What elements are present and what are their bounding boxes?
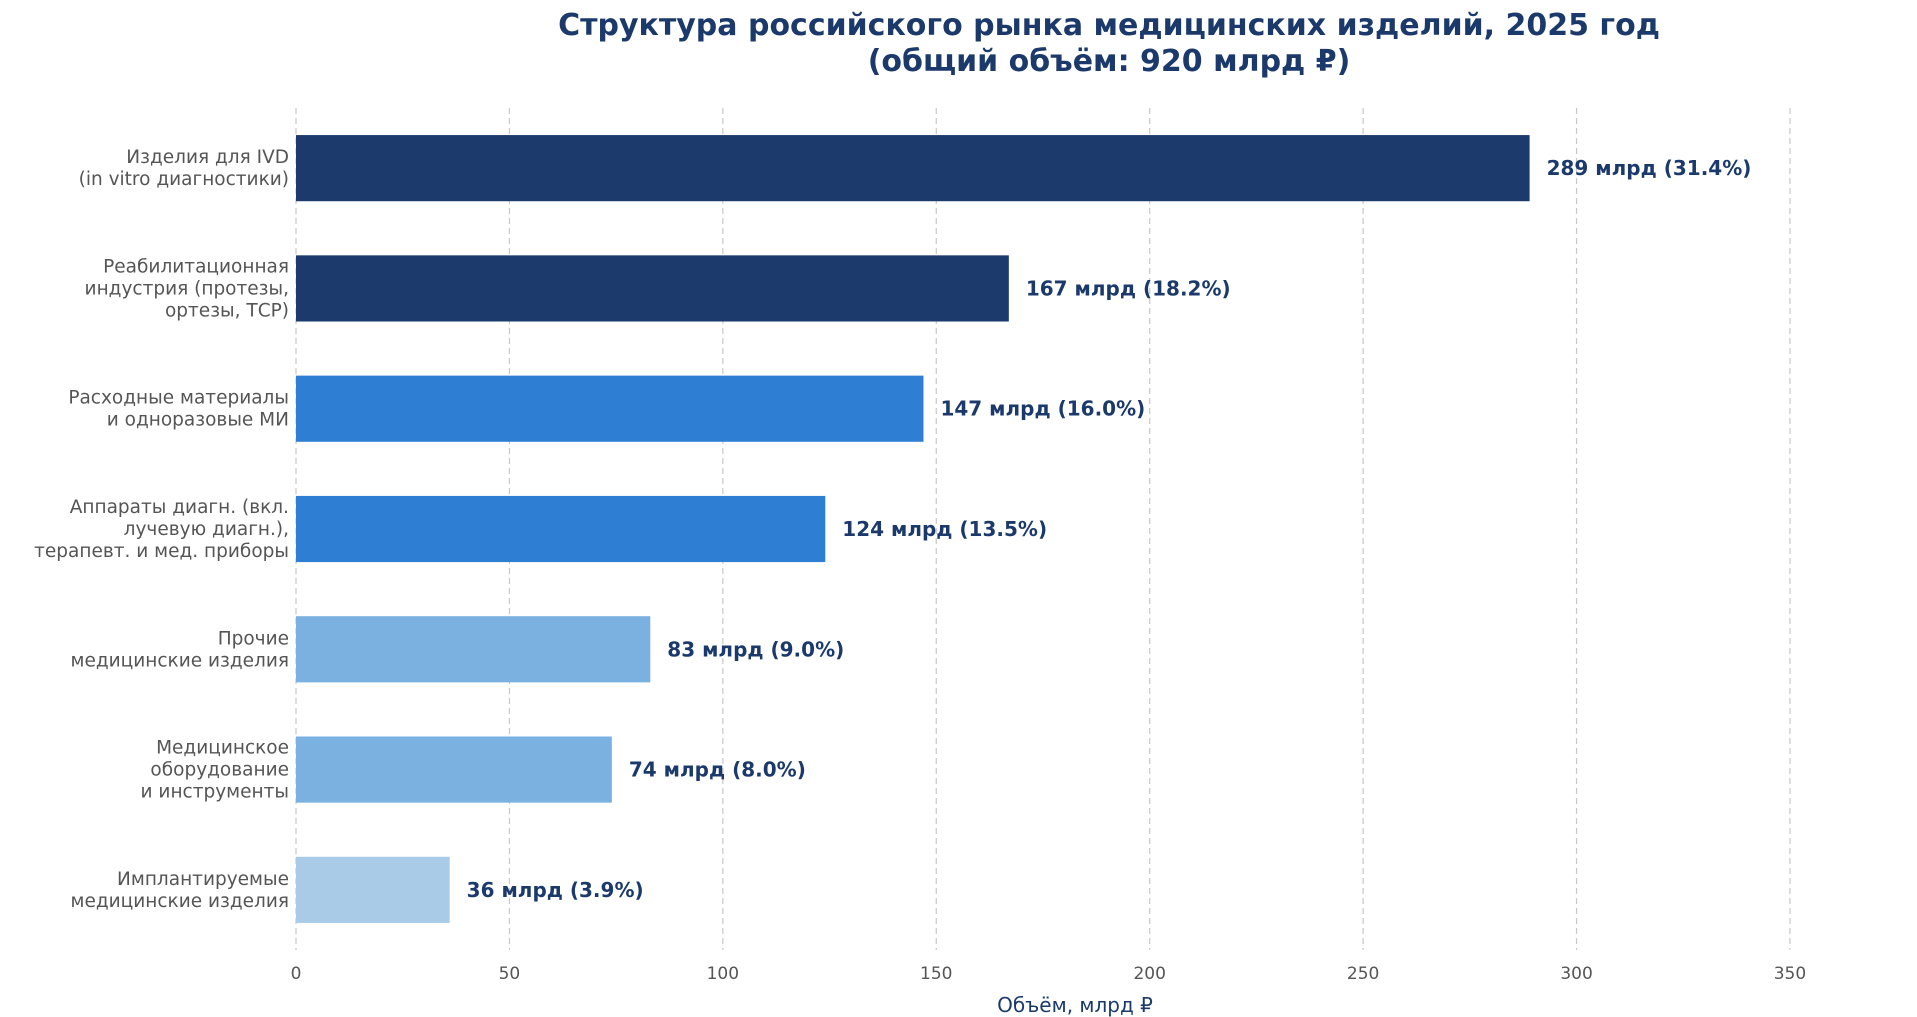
bar [296,736,612,803]
bar [296,255,1009,322]
y-category-label: медицинские изделия [70,650,289,671]
y-category-label: Изделия для IVD [126,147,289,168]
y-category-label: Медицинское [156,738,289,759]
chart-title-line-2: (общий объём: 920 млрд ₽) [867,44,1351,79]
x-axis-label: Объём, млрд ₽ [997,993,1153,1017]
y-category-label: Реабилитационная [103,256,289,277]
y-category-label: оборудование [150,760,289,781]
y-category-label: Имплантируемые [117,869,289,890]
y-category-label: ортезы, ТСР) [165,300,289,321]
y-category-label: терапевт. и мед. приборы [34,541,289,562]
bar-value-label: 289 млрд (31.4%) [1547,156,1752,180]
y-category-label: Прочие [218,628,289,649]
y-category-label: индустрия (протезы, [85,278,289,299]
y-category-label: лучевую диагн.), [124,519,289,540]
bar-value-label: 83 млрд (9.0%) [667,637,844,661]
chart-title-line-1: Структура российского рынка медицинских … [558,8,1660,43]
bar-value-label: 167 млрд (18.2%) [1026,276,1231,300]
y-category-label: медицинские изделия [70,891,289,912]
bar [296,495,826,563]
y-category-label: Аппараты диагн. (вкл. [70,497,289,518]
bar [296,135,1530,202]
bar [296,616,651,683]
x-tick-label: 300 [1560,964,1592,984]
x-tick-label: 350 [1774,964,1806,984]
x-tick-label: 250 [1347,964,1379,984]
bar-value-label: 147 млрд (16.0%) [940,397,1145,421]
bar-value-label: 74 млрд (8.0%) [629,758,806,782]
y-category-label: Расходные материалы [68,388,289,409]
bar [296,856,450,923]
bar-value-label: 36 млрд (3.9%) [467,878,644,902]
x-tick-label: 0 [291,964,302,984]
y-category-label: (in vitro диагностики) [79,169,289,190]
chart-title: Структура российского рынка медицинских … [0,8,1917,80]
y-category-label: и инструменты [141,782,289,803]
x-tick-label: 200 [1133,964,1165,984]
bar [296,375,924,442]
bar-value-label: 124 млрд (13.5%) [842,517,1047,541]
y-category-label: и одноразовые МИ [107,410,289,431]
x-tick-label: 150 [920,964,952,984]
x-tick-label: 50 [499,964,521,984]
x-tick-label: 100 [707,964,739,984]
